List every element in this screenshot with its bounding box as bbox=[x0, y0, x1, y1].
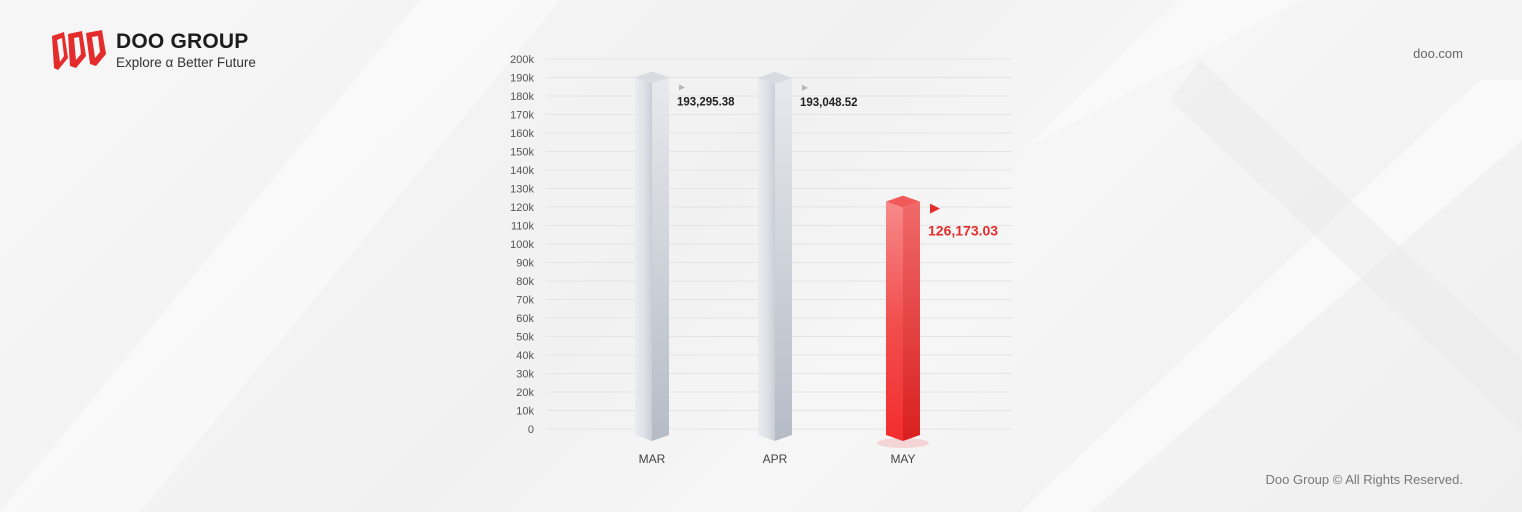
y-tick-label: 170k bbox=[510, 110, 534, 122]
x-tick-label: APR bbox=[763, 452, 788, 466]
value-marker-icon bbox=[802, 84, 808, 91]
y-tick-label: 190k bbox=[510, 73, 534, 85]
bar-top-face bbox=[635, 71, 669, 84]
y-tick-label: 60k bbox=[516, 313, 534, 325]
x-tick-label: MAR bbox=[639, 452, 666, 466]
y-tick-label: 40k bbox=[516, 350, 534, 362]
value-marker-icon bbox=[679, 84, 685, 91]
y-tick-label: 140k bbox=[510, 165, 534, 177]
bar-front-face bbox=[635, 77, 652, 441]
doo-logo-icon bbox=[52, 30, 106, 70]
y-tick-label: 150k bbox=[510, 147, 534, 159]
brand-text: DOO GROUP Explore α Better Future bbox=[116, 31, 256, 71]
bar-side-face bbox=[775, 77, 792, 442]
y-tick-label: 160k bbox=[510, 128, 534, 140]
bar-top-face bbox=[758, 71, 792, 84]
brand-tagline: Explore α Better Future bbox=[116, 55, 256, 70]
bar-front-face bbox=[886, 201, 903, 441]
bar-side-face bbox=[903, 201, 920, 441]
bar-front-face bbox=[758, 77, 775, 442]
data-label: 126,173.03 bbox=[928, 223, 998, 239]
y-tick-label: 20k bbox=[516, 387, 534, 399]
copyright-text: Doo Group © All Rights Reserved. bbox=[1265, 472, 1463, 487]
bar-glow bbox=[877, 438, 929, 448]
y-tick-label: 70k bbox=[516, 295, 534, 307]
y-tick-label: 30k bbox=[516, 369, 534, 381]
y-tick-label: 10k bbox=[516, 406, 534, 418]
data-label: 193,048.52 bbox=[800, 97, 858, 109]
brand-logo[interactable]: DOO GROUP Explore α Better Future bbox=[48, 28, 256, 74]
y-tick-label: 120k bbox=[510, 202, 534, 214]
site-url[interactable]: doo.com bbox=[1413, 46, 1463, 61]
value-marker-icon bbox=[930, 203, 940, 214]
y-tick-label: 200k bbox=[510, 54, 534, 66]
bar-top-face bbox=[886, 195, 920, 208]
bar-apr[interactable] bbox=[758, 71, 792, 442]
bar-side-face bbox=[652, 77, 669, 441]
y-tick-label: 130k bbox=[510, 184, 534, 196]
data-label: 193,295.38 bbox=[677, 96, 735, 108]
y-tick-label: 90k bbox=[516, 258, 534, 270]
brand-name: DOO GROUP bbox=[116, 30, 249, 53]
x-tick-label: MAY bbox=[890, 452, 915, 466]
y-tick-label: 100k bbox=[510, 239, 534, 251]
y-tick-label: 0 bbox=[528, 424, 534, 436]
y-tick-label: 50k bbox=[516, 332, 534, 344]
bar-mar[interactable] bbox=[635, 71, 669, 441]
y-tick-label: 110k bbox=[511, 221, 535, 233]
y-tick-label: 80k bbox=[516, 276, 534, 288]
y-tick-label: 180k bbox=[510, 91, 534, 103]
bar-may[interactable] bbox=[877, 195, 929, 448]
